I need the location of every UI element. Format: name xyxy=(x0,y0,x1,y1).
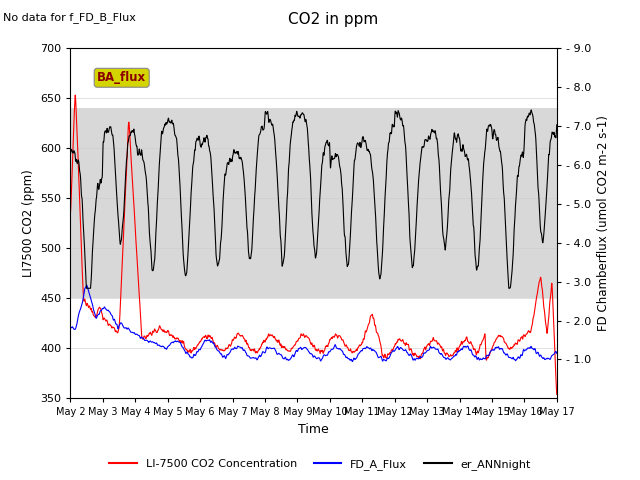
X-axis label: Time: Time xyxy=(298,423,329,436)
Text: CO2 in ppm: CO2 in ppm xyxy=(287,12,378,27)
Text: No data for f_FD_B_Flux: No data for f_FD_B_Flux xyxy=(3,12,136,23)
Y-axis label: LI7500 CO2 (ppm): LI7500 CO2 (ppm) xyxy=(22,169,35,277)
Bar xyxy=(70,108,557,298)
Y-axis label: FD Chamberflux (umol CO2 m-2 s-1): FD Chamberflux (umol CO2 m-2 s-1) xyxy=(596,115,610,331)
Legend: LI-7500 CO2 Concentration, FD_A_Flux, er_ANNnight: LI-7500 CO2 Concentration, FD_A_Flux, er… xyxy=(104,455,536,474)
Text: BA_flux: BA_flux xyxy=(97,72,147,84)
